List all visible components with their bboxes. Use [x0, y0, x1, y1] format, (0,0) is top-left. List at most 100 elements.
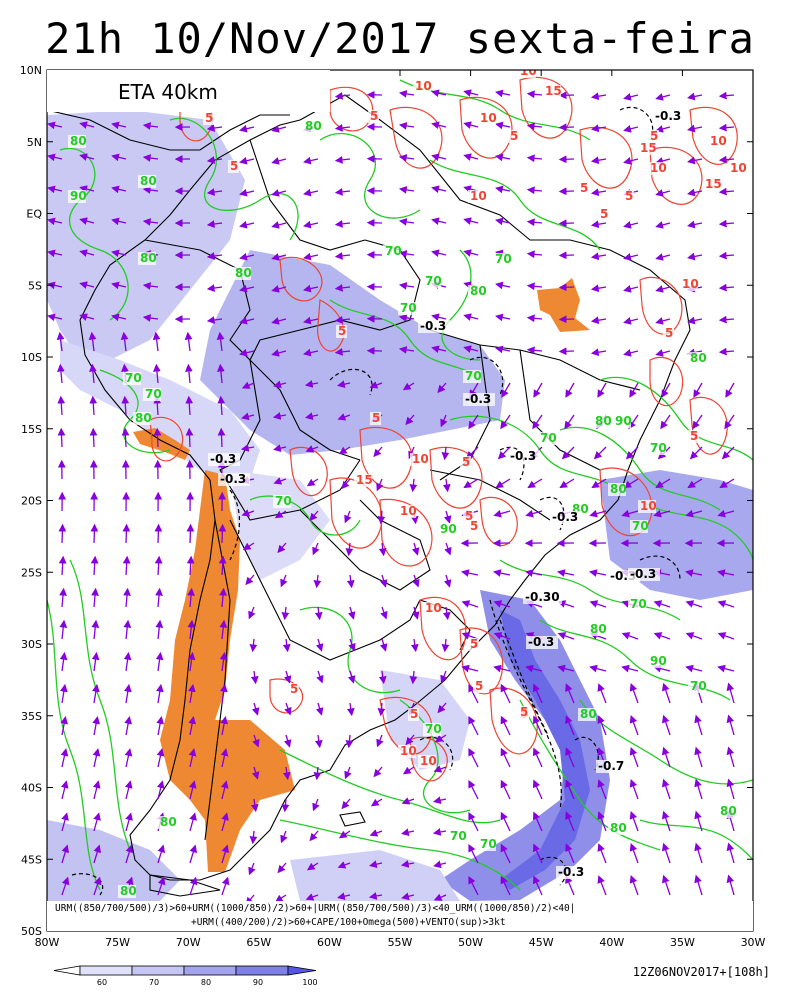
wind-arrow	[313, 766, 322, 781]
wind-arrow	[57, 363, 65, 384]
humidity-contour-label-bg	[133, 412, 151, 425]
cape-contour-label-bg	[638, 142, 656, 155]
omega-contour-label: -0.30	[525, 590, 560, 604]
wind-arrow	[532, 843, 543, 864]
wind-arrow	[271, 253, 287, 261]
wind-arrow	[694, 842, 703, 864]
wind-arrow	[337, 413, 351, 421]
wind-arrow	[468, 414, 479, 430]
humidity-contour-label: 70	[425, 274, 442, 288]
wind-arrow	[58, 523, 67, 544]
wind-arrow	[124, 716, 133, 736]
wind-arrow	[433, 893, 447, 901]
wind-arrow	[590, 348, 607, 357]
wind-arrow	[189, 876, 198, 896]
wind-arrow	[629, 746, 639, 768]
wind-arrow	[558, 315, 575, 324]
humidity-contour-label: 90	[440, 522, 457, 536]
wind-arrow	[437, 702, 447, 714]
cape-contour-label-bg	[336, 325, 347, 338]
wind-arrow	[526, 90, 543, 99]
omega-contour-label: -0.3	[220, 472, 246, 486]
wind-arrow	[687, 156, 703, 165]
wind-arrow	[282, 766, 291, 781]
wind-arrow	[463, 345, 479, 353]
cape-contour-label-bg	[398, 745, 416, 758]
cape-contour-label-bg	[518, 706, 529, 719]
wind-arrow	[92, 748, 101, 768]
wind-arrow	[186, 523, 195, 544]
cape-contour-label-bg	[680, 278, 698, 291]
wind-arrow	[347, 670, 356, 684]
lon-label: 60W	[317, 936, 342, 949]
cape-contour-label: 5	[462, 455, 470, 469]
wind-arrow	[463, 249, 479, 257]
wind-arrow	[655, 93, 671, 101]
wind-arrow	[305, 893, 319, 901]
wind-arrow	[120, 331, 129, 352]
wind-arrow	[283, 734, 292, 748]
wind-arrow	[500, 811, 511, 832]
wind-arrow	[122, 523, 131, 544]
wind-arrow	[338, 446, 351, 455]
humidity-contour-label-bg	[588, 623, 606, 636]
omega-contour-label: -0.3	[420, 319, 446, 333]
wind-arrow	[495, 345, 511, 354]
cape-contour-label-bg	[418, 755, 436, 768]
wind-arrow	[495, 89, 511, 98]
tierra-del-fuego	[149, 874, 221, 897]
wind-arrow	[591, 478, 607, 489]
wind-arrow	[346, 702, 355, 717]
wind-arrow	[378, 670, 387, 685]
lon-label: 55W	[388, 936, 413, 949]
wind-arrow	[47, 313, 63, 322]
humidity-contour-label: 70	[540, 431, 557, 445]
wind-arrow	[219, 619, 228, 640]
cape-contour-label: 5	[475, 679, 483, 693]
lat-label: 5N	[27, 136, 42, 149]
wind-arrow	[250, 670, 259, 685]
wind-arrow	[431, 89, 447, 98]
wind-arrow	[441, 638, 450, 653]
humidity-contour-label: 80	[120, 884, 137, 898]
wind-arrow	[250, 798, 259, 813]
wind-arrow	[661, 842, 671, 864]
lat-label: 5S	[28, 279, 42, 292]
border-chile	[204, 519, 231, 841]
wind-arrow	[718, 91, 735, 100]
cape-contour-label-bg	[518, 70, 536, 78]
lat-label: 30S	[21, 638, 42, 651]
wind-arrow	[493, 600, 511, 608]
wind-arrow	[400, 860, 415, 868]
wind-arrow	[468, 747, 479, 768]
omega-contour-label-bg	[653, 110, 685, 123]
wind-arrow	[398, 218, 415, 226]
wind-arrow	[463, 153, 479, 161]
wind-arrow	[526, 122, 543, 131]
wind-arrow	[597, 779, 607, 800]
wind-arrow	[590, 220, 607, 229]
cape-contour-label: 5	[600, 207, 608, 221]
wind-arrow	[219, 651, 228, 672]
wind-arrow	[463, 313, 479, 321]
wind-arrow	[463, 478, 479, 489]
wind-arrow	[718, 251, 735, 260]
wind-arrow	[239, 220, 255, 229]
wind-arrow	[377, 702, 386, 717]
wind-arrow	[500, 747, 511, 768]
run-info: 12Z06NOV2017+[108h]	[632, 965, 770, 979]
wind-arrow	[717, 664, 735, 673]
wind-arrow	[60, 780, 69, 800]
wind-arrow	[398, 314, 415, 322]
wind-arrow	[526, 250, 543, 259]
wind-arrow	[623, 478, 639, 489]
humidity-contour-label: 70	[650, 441, 667, 455]
wind-arrow	[187, 619, 196, 640]
wind-arrow	[240, 444, 255, 452]
wind-arrow	[589, 569, 607, 577]
wind-arrow	[463, 217, 479, 225]
wind-arrow	[217, 363, 225, 384]
wind-arrow	[218, 523, 227, 544]
wind-arrow	[629, 682, 639, 704]
wind-arrow	[694, 874, 703, 896]
